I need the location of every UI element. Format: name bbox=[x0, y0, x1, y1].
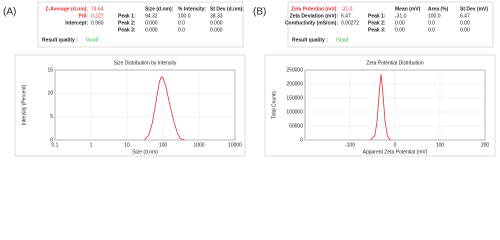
row-label: Peak 3: bbox=[368, 27, 386, 33]
table-cell: 0.000 bbox=[210, 27, 223, 33]
table-cell: 0.000 bbox=[145, 27, 158, 33]
x-tick-label: 10000 bbox=[228, 142, 242, 148]
x-tick-label: 10 bbox=[124, 142, 130, 148]
table-cell: 0.00 bbox=[460, 20, 470, 26]
info-value: 6.47 bbox=[341, 13, 351, 19]
info-label: Conductivity (mS/cm): bbox=[285, 20, 338, 26]
y-tick-label: 0 bbox=[300, 137, 303, 143]
table-header: St Dev (d.nm): bbox=[210, 6, 244, 12]
row-label: Peak 1: bbox=[118, 13, 136, 19]
result-label: Result quality : bbox=[292, 37, 328, 43]
x-axis-label: Apparent Zeta Potential (mV) bbox=[363, 149, 428, 155]
x-tick-label: 100 bbox=[159, 142, 168, 148]
result-value: Good bbox=[336, 37, 348, 43]
table-header: St Dev (mV) bbox=[460, 6, 488, 12]
row-label: Peak 1: bbox=[368, 13, 386, 19]
y-tick-label: 50000 bbox=[289, 123, 303, 129]
panel-label: (A) bbox=[3, 7, 16, 18]
table-cell: 0.000 bbox=[145, 20, 158, 26]
row-label: Peak 3: bbox=[118, 27, 136, 33]
info-box bbox=[37, 1, 244, 48]
table-cell: 6.47 bbox=[460, 13, 470, 19]
info-label: Zeta Potential (mV): bbox=[291, 6, 338, 12]
y-tick-label: 150000 bbox=[286, 95, 303, 101]
table-header: Mean (mV) bbox=[395, 6, 421, 12]
y-tick-label: 10 bbox=[47, 91, 53, 97]
result-label: Result quality : bbox=[42, 37, 78, 43]
table-header: Area (%) bbox=[428, 6, 449, 12]
info-value: 0.960 bbox=[91, 20, 104, 26]
info-label: Z-Average (d.nm): bbox=[45, 6, 88, 12]
chart-frame bbox=[264, 54, 496, 157]
panel-label: (B) bbox=[253, 7, 266, 18]
x-tick-label: -100 bbox=[345, 142, 355, 148]
table-cell: 100.0 bbox=[178, 13, 191, 19]
data-line bbox=[143, 76, 185, 141]
info-label: Intercept: bbox=[65, 20, 88, 26]
row-label: Peak 2: bbox=[118, 20, 136, 26]
x-tick-label: 100 bbox=[436, 142, 445, 148]
row-label: Peak 2: bbox=[368, 20, 386, 26]
result-value: Good bbox=[86, 37, 98, 43]
table-header: % Intensity: bbox=[178, 6, 206, 12]
x-tick-label: 200 bbox=[481, 142, 490, 148]
info-value: 0.00272 bbox=[341, 20, 359, 26]
info-label: PdI: bbox=[79, 13, 89, 19]
x-tick-label: 1000 bbox=[193, 142, 204, 148]
table-cell: 0.00 bbox=[395, 27, 405, 33]
info-value: 0.227 bbox=[91, 13, 104, 19]
x-axis-label: Size (d.nm) bbox=[132, 149, 158, 155]
y-axis-label: Total Counts bbox=[271, 91, 277, 119]
data-line bbox=[369, 74, 391, 141]
table-cell: 38.33 bbox=[210, 13, 223, 19]
y-tick-label: 0 bbox=[50, 137, 53, 143]
y-tick-label: 200000 bbox=[286, 81, 303, 87]
y-axis-label: Intensity (Percent) bbox=[21, 84, 27, 125]
table-cell: 0.0 bbox=[178, 20, 185, 26]
info-value: -31.0 bbox=[341, 6, 353, 12]
table-header: Size (d.nm): bbox=[145, 6, 174, 12]
x-tick-label: 0 bbox=[394, 142, 397, 148]
table-cell: 0.0 bbox=[428, 27, 435, 33]
x-tick-label: 0.1 bbox=[52, 142, 59, 148]
table-cell: 0.00 bbox=[460, 27, 470, 33]
chart-title: Size Distribution by Intensity bbox=[114, 60, 177, 66]
y-tick-label: 5 bbox=[50, 114, 53, 120]
info-value: 74.64 bbox=[91, 6, 104, 12]
table-cell: 100.0 bbox=[428, 13, 441, 19]
table-cell: 0.00 bbox=[395, 20, 405, 26]
chart-frame bbox=[14, 54, 246, 157]
table-cell: 0.0 bbox=[428, 20, 435, 26]
x-tick-label: 1 bbox=[90, 142, 93, 148]
table-cell: -31.0 bbox=[395, 13, 407, 19]
y-tick-label: 250000 bbox=[286, 67, 303, 73]
plot-area bbox=[54, 69, 236, 141]
table-cell: 0.0 bbox=[178, 27, 185, 33]
info-label: Zeta Deviation (mV): bbox=[290, 13, 339, 19]
y-tick-label: 15 bbox=[47, 67, 53, 73]
table-cell: 0.000 bbox=[210, 20, 223, 26]
info-box bbox=[287, 1, 494, 48]
y-tick-label: 100000 bbox=[286, 109, 303, 115]
chart-title: Zeta Potential Distribution bbox=[366, 60, 423, 66]
table-cell: 94.32 bbox=[145, 13, 158, 19]
